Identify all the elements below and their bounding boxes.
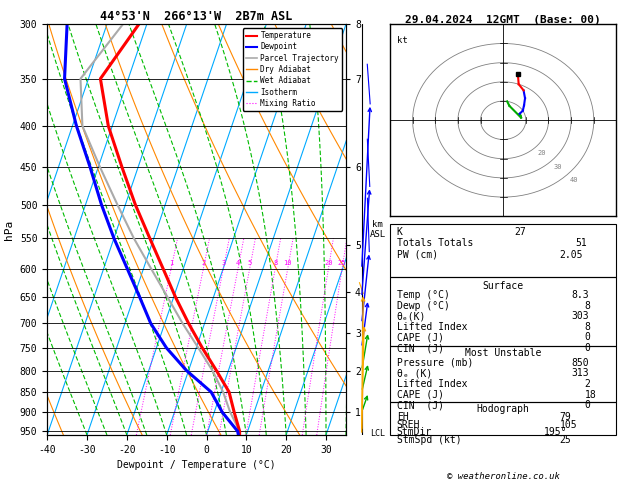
Title: 44°53'N  266°13'W  2B7m ASL: 44°53'N 266°13'W 2B7m ASL (101, 10, 292, 23)
Text: 29.04.2024  12GMT  (Base: 00): 29.04.2024 12GMT (Base: 00) (405, 15, 601, 25)
Text: 8: 8 (585, 301, 591, 311)
Text: 18: 18 (585, 389, 596, 399)
Text: Surface: Surface (482, 280, 524, 291)
Text: © weatheronline.co.uk: © weatheronline.co.uk (447, 472, 560, 481)
Bar (390, 346, 616, 402)
Text: 79: 79 (560, 412, 572, 422)
Bar (390, 224, 616, 278)
Text: 2: 2 (201, 260, 206, 266)
Text: StmSpd (kt): StmSpd (kt) (397, 434, 462, 445)
Text: Lifted Index: Lifted Index (397, 322, 467, 332)
Text: kt: kt (397, 36, 408, 45)
Text: CIN  (J): CIN (J) (397, 343, 444, 353)
Text: CIN  (J): CIN (J) (397, 400, 444, 410)
Text: 2.05: 2.05 (560, 250, 583, 260)
Bar (390, 278, 616, 346)
Text: 3: 3 (221, 260, 226, 266)
Text: 303: 303 (571, 312, 589, 321)
Text: 0: 0 (585, 400, 591, 410)
Text: 8.3: 8.3 (571, 290, 589, 300)
Text: 4: 4 (236, 260, 240, 266)
Text: 850: 850 (571, 358, 589, 368)
Text: θₑ(K): θₑ(K) (397, 312, 426, 321)
Text: SREH: SREH (397, 420, 420, 430)
Text: CAPE (J): CAPE (J) (397, 389, 444, 399)
Y-axis label: hPa: hPa (4, 220, 14, 240)
Text: 8: 8 (585, 322, 591, 332)
Text: 105: 105 (560, 420, 577, 430)
Text: 40: 40 (569, 177, 578, 183)
Text: 25: 25 (560, 434, 572, 445)
Text: Pressure (mb): Pressure (mb) (397, 358, 473, 368)
Bar (390, 402, 616, 435)
Text: 20: 20 (325, 260, 333, 266)
Text: θₑ (K): θₑ (K) (397, 368, 432, 379)
Text: 51: 51 (576, 238, 587, 248)
Text: 1: 1 (169, 260, 174, 266)
Text: Most Unstable: Most Unstable (465, 348, 542, 358)
Text: 313: 313 (571, 368, 589, 379)
Text: K: K (397, 227, 403, 237)
Legend: Temperature, Dewpoint, Parcel Trajectory, Dry Adiabat, Wet Adiabat, Isotherm, Mi: Temperature, Dewpoint, Parcel Trajectory… (243, 28, 342, 111)
Text: Lifted Index: Lifted Index (397, 379, 467, 389)
Text: StmDir: StmDir (397, 427, 432, 437)
Text: Dewp (°C): Dewp (°C) (397, 301, 450, 311)
Text: Temp (°C): Temp (°C) (397, 290, 450, 300)
Text: 30: 30 (554, 164, 562, 170)
Text: EH: EH (397, 412, 408, 422)
Text: 27: 27 (515, 227, 526, 237)
Y-axis label: km
ASL: km ASL (369, 220, 386, 239)
X-axis label: Dewpoint / Temperature (°C): Dewpoint / Temperature (°C) (117, 460, 276, 470)
Text: 5: 5 (248, 260, 252, 266)
Text: Totals Totals: Totals Totals (397, 238, 473, 248)
Text: 8: 8 (273, 260, 277, 266)
Text: 20: 20 (538, 150, 546, 156)
Text: CAPE (J): CAPE (J) (397, 332, 444, 343)
Text: LCL: LCL (370, 429, 385, 437)
Text: 10: 10 (284, 260, 292, 266)
Text: 25: 25 (338, 260, 347, 266)
Text: PW (cm): PW (cm) (397, 250, 438, 260)
Text: 0: 0 (585, 343, 591, 353)
Text: Hodograph: Hodograph (477, 404, 530, 414)
Text: 195°: 195° (544, 427, 567, 437)
Text: 2: 2 (585, 379, 591, 389)
Text: 0: 0 (585, 332, 591, 343)
